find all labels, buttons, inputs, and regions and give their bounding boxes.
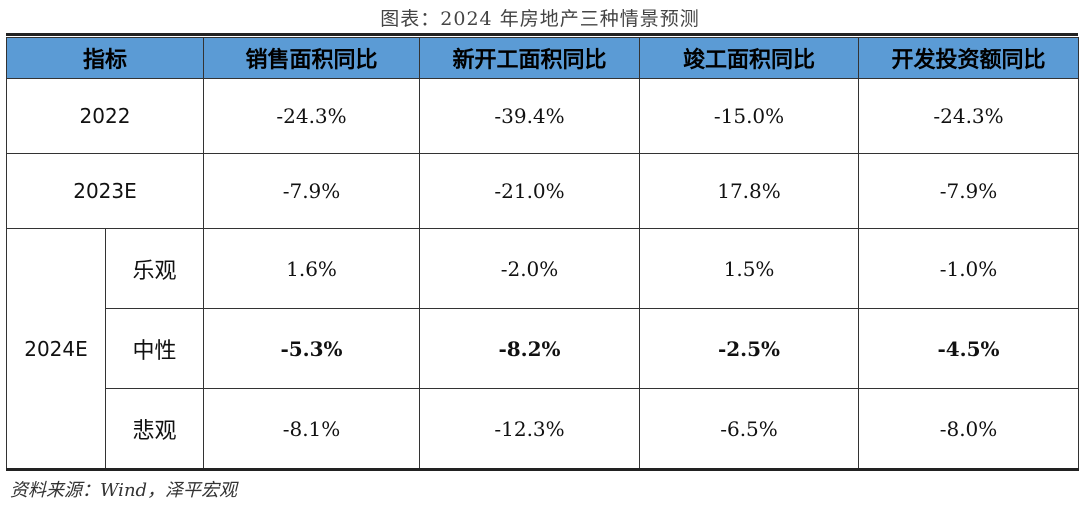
top-rule [6,33,1078,36]
header-investment: 开发投资额同比 [858,37,1080,79]
table-cell: -7.9% [203,153,421,229]
table-cell: -2.5% [639,308,860,389]
header-new-starts: 新开工面积同比 [419,37,641,79]
table-cell: -24.3% [203,78,421,154]
scenario-label-pessimistic: 悲观 [104,388,205,470]
table-cell: -24.3% [858,78,1080,154]
table-cell: -39.4% [419,78,641,154]
row-label-2022: 2022 [5,78,205,154]
table-cell: -4.5% [858,308,1080,389]
table-cell: -6.5% [639,388,860,470]
header-completions: 竣工面积同比 [639,37,860,79]
scenario-label-optimistic: 乐观 [104,228,205,309]
table-cell: -2.0% [419,228,641,309]
table-cell: -8.0% [858,388,1080,470]
table-cell: 17.8% [639,153,860,229]
table-cell: -21.0% [419,153,641,229]
table-cell: -12.3% [419,388,641,470]
table-cell: 1.6% [203,228,421,309]
table-row: 2023E -7.9% -21.0% 17.8% -7.9% [5,153,1080,229]
forecast-table: 指标 销售面积同比 新开工面积同比 竣工面积同比 开发投资额同比 2022 -2… [5,37,1080,471]
header-indicator: 指标 [5,37,205,79]
table-row: 中性 -5.3% -8.2% -2.5% -4.5% [7,308,1080,389]
header-row: 指标 销售面积同比 新开工面积同比 竣工面积同比 开发投资额同比 [5,37,1080,79]
table-cell: -5.3% [203,308,421,389]
table-cell: 1.5% [639,228,860,309]
group-label-2024e: 2024E [6,228,106,470]
row-label-2023e: 2023E [5,153,205,229]
table-row: 2024E 乐观 1.6% -2.0% 1.5% -1.0% [6,228,1080,470]
scenario-label-neutral: 中性 [104,308,205,389]
header-sales-area: 销售面积同比 [203,37,421,79]
table-row: 2022 -24.3% -39.4% -15.0% -24.3% [5,78,1080,154]
table-cell: -7.9% [858,153,1080,229]
source-note: 资料来源：Wind，泽平宏观 [10,480,238,501]
table-row: 悲观 -8.1% -12.3% -6.5% -8.0% [7,388,1080,470]
table-cell: -1.0% [858,228,1080,309]
table-title: 图表：2024 年房地产三种情景预测 [380,8,700,30]
table-cell: -8.2% [419,308,641,389]
table-cell: -15.0% [639,78,860,154]
table-cell: -8.1% [203,388,421,470]
